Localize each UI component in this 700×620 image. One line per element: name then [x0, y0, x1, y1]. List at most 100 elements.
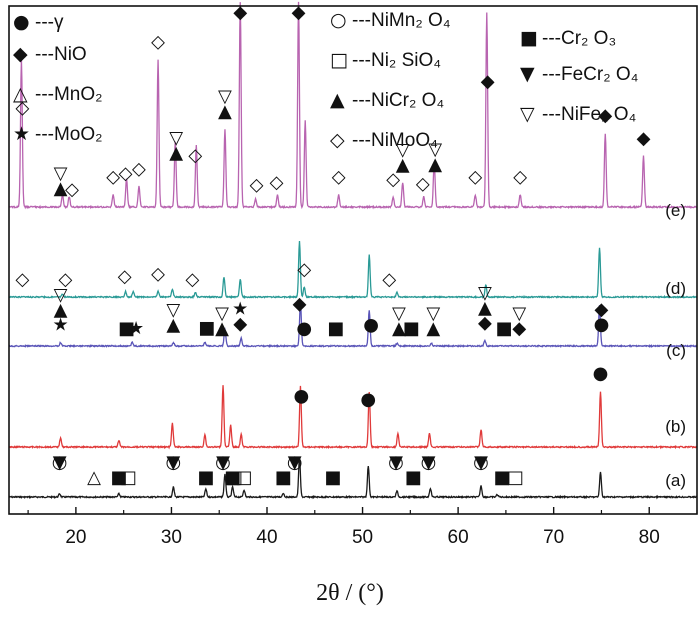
x-axis: 20 30 40 50 60 70 80 — [27, 507, 698, 548]
legend-entry: ---NiFe₂ O₄ — [542, 104, 637, 125]
open-circle-legend-symbol: ○ — [330, 9, 347, 31]
open-diamond-marker: ◇ — [15, 269, 29, 290]
filled-square-marker: ■ — [495, 318, 512, 339]
filled-triangle-marker: ▲ — [392, 318, 406, 339]
filled-square-marker: ■ — [324, 467, 341, 488]
open-diamond-marker: ◇ — [386, 169, 400, 190]
legend-entry: ---Ni₂ SiO₄ — [352, 50, 441, 71]
x-tick-label: 30 — [161, 527, 182, 548]
open-diamond-marker: ◇ — [151, 263, 165, 284]
open-diamond-marker: ◇ — [58, 269, 72, 290]
legend-entry: ---MoO₂ — [35, 124, 103, 145]
filled-triangle-marker: ▲ — [54, 178, 68, 199]
legend-entry: ---MnO₂ — [35, 84, 103, 105]
open-down-triangle-marker: ▽ — [54, 163, 68, 184]
open-square-marker: □ — [507, 467, 524, 488]
x-tick-label: 40 — [256, 527, 277, 548]
filled-diamond-marker: ◆ — [293, 294, 307, 315]
legend-entry: ---NiMn₂ O₄ — [352, 10, 451, 31]
filled-circle-marker: ● — [594, 314, 610, 335]
trace-label-a: (a) — [665, 471, 686, 490]
filled-triangle-marker: ▲ — [215, 318, 229, 339]
filled-diamond-marker: ◆ — [512, 318, 526, 339]
open-diamond-marker: ◇ — [186, 269, 200, 290]
filled-diamond-marker: ◆ — [233, 314, 247, 335]
open-down-triangle-marker: ▽ — [392, 303, 406, 324]
filled-down-triangle-legend-symbol: ▼ — [520, 63, 535, 85]
filled-down-triangle-marker: ▼ — [474, 452, 488, 473]
filled-square-marker: ■ — [405, 467, 422, 488]
filled-square-marker: ■ — [494, 467, 511, 488]
open-diamond-marker: ◇ — [132, 159, 146, 180]
open-down-triangle-marker: ▽ — [54, 285, 68, 306]
filled-diamond-marker: ◆ — [233, 2, 247, 23]
open-circle-marker: ○ — [52, 452, 68, 473]
filled-square-marker: ■ — [197, 467, 214, 488]
filled-square-marker: ■ — [403, 318, 420, 339]
open-diamond-marker: ◇ — [151, 31, 165, 52]
filled-down-triangle-marker: ▼ — [216, 452, 230, 473]
open-down-triangle-marker: ▽ — [396, 139, 410, 160]
plot-frame — [8, 5, 698, 515]
open-diamond-marker: ◇ — [250, 175, 264, 196]
trace-e — [8, 1, 698, 210]
filled-triangle-marker: ▲ — [396, 154, 410, 175]
filled-down-triangle-marker: ▼ — [389, 452, 403, 473]
trace-b — [8, 385, 698, 450]
filled-diamond-marker: ◆ — [292, 2, 306, 23]
star-marker: ★ — [53, 315, 69, 336]
star-legend-symbol: ★ — [13, 123, 30, 145]
open-circle-marker: ○ — [473, 452, 489, 473]
open-down-triangle-marker: ▽ — [426, 303, 440, 324]
filled-down-triangle-marker: ▼ — [288, 452, 302, 473]
filled-square-marker: ■ — [275, 467, 292, 488]
open-diamond-marker: ◇ — [119, 163, 133, 184]
filled-triangle-marker: ▲ — [218, 101, 232, 122]
filled-triangle-marker: ▲ — [54, 300, 68, 321]
filled-circle-marker: ● — [294, 385, 310, 406]
filled-diamond-marker: ◆ — [595, 299, 609, 320]
open-circle-marker: ○ — [165, 452, 181, 473]
open-diamond-marker: ◇ — [118, 266, 132, 287]
filled-triangle-marker: ▲ — [426, 318, 440, 339]
open-circle-marker: ○ — [287, 452, 303, 473]
open-down-triangle-marker: ▽ — [478, 283, 492, 304]
open-square-marker: □ — [226, 467, 243, 488]
filled-triangle-legend-symbol: ▲ — [330, 89, 345, 111]
open-diamond-marker: ◇ — [416, 173, 430, 194]
filled-diamond-marker: ◆ — [637, 128, 651, 149]
open-down-triangle-marker: ▽ — [512, 303, 526, 324]
open-down-triangle-marker: ▽ — [215, 303, 229, 324]
open-diamond-marker: ◇ — [513, 167, 527, 188]
open-square-marker: □ — [120, 467, 137, 488]
open-circle-marker: ○ — [388, 452, 404, 473]
legend-entry: ---NiMoO₄ — [352, 130, 438, 151]
filled-square-marker: ■ — [327, 318, 344, 339]
traces-layer: (a) (b) (c) (d) (e) — [8, 1, 698, 500]
filled-circle-marker: ● — [296, 318, 312, 339]
filled-diamond-marker: ◆ — [481, 71, 495, 92]
filled-down-triangle-marker: ▼ — [53, 452, 67, 473]
filled-square-marker: ■ — [118, 318, 135, 339]
open-triangle-legend-symbol: △ — [13, 83, 28, 105]
filled-diamond-marker: ◆ — [478, 313, 492, 334]
open-circle-marker: ○ — [421, 452, 437, 473]
x-tick-label: 50 — [352, 527, 373, 548]
filled-square-marker: ■ — [198, 318, 215, 339]
legend-entry: ---Cr₂ O₃ — [542, 28, 616, 49]
trace-a — [8, 457, 698, 500]
x-tick-label: 70 — [543, 527, 564, 548]
trace-d — [8, 240, 698, 300]
filled-triangle-marker: ▲ — [169, 143, 183, 164]
legend-entry: ---NiCr₂ O₄ — [352, 90, 444, 111]
filled-square-legend-symbol: ■ — [520, 27, 538, 49]
open-diamond-marker: ◇ — [332, 167, 346, 188]
x-tick-label: 80 — [639, 527, 660, 548]
star-marker: ★ — [128, 318, 144, 339]
filled-circle-marker: ● — [363, 315, 379, 336]
trace-label-d: (d) — [665, 279, 686, 298]
open-diamond-marker: ◇ — [270, 172, 284, 193]
trace-label-c: (c) — [666, 341, 686, 360]
filled-circle-marker: ● — [593, 363, 609, 384]
